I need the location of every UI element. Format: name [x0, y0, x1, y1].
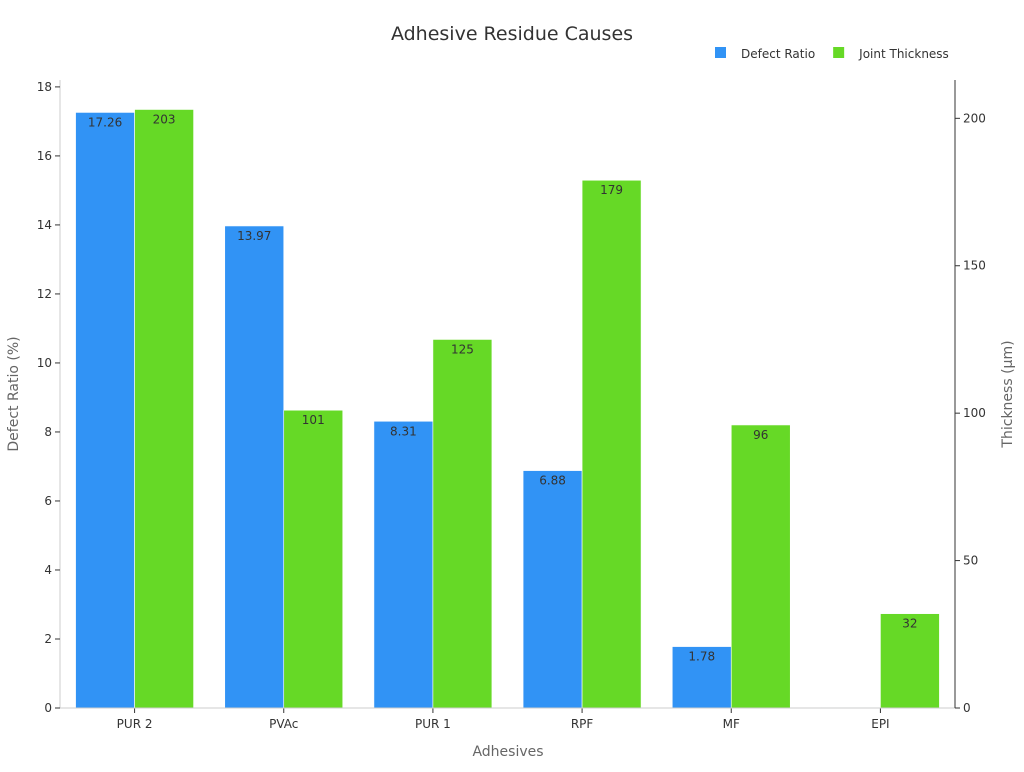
y-tick-label: 0	[44, 701, 52, 715]
x-tick-label: PUR 2	[117, 717, 153, 731]
bar-defect-ratio	[224, 225, 285, 709]
y-axis-right-label: Thickness (μm)	[1000, 340, 1016, 448]
legend-swatch	[715, 47, 726, 58]
bar-defect-ratio	[522, 470, 583, 709]
x-tick-label: PUR 1	[415, 717, 451, 731]
data-label: 13.97	[237, 229, 271, 243]
chart-title: Adhesive Residue Causes	[391, 23, 633, 45]
x-tick-label: MF	[723, 717, 740, 731]
legend: Defect Ratio Joint Thickness	[715, 47, 949, 61]
y-right-tick-label: 100	[963, 406, 986, 420]
y-tick-label: 14	[37, 218, 52, 232]
legend-label: Joint Thickness	[858, 47, 949, 61]
bar-defect-ratio	[671, 646, 732, 709]
data-label: 203	[153, 112, 176, 126]
y-right-tick-label: 0	[963, 701, 971, 715]
bar-defect-ratio	[75, 112, 135, 709]
y-tick-label: 18	[37, 80, 52, 94]
x-tick-label: RPF	[571, 717, 594, 731]
data-label: 1.78	[688, 650, 715, 664]
x-tick-label: EPI	[871, 717, 889, 731]
data-label: 179	[600, 183, 623, 197]
x-tick-label: PVAc	[269, 717, 298, 731]
y-axis-label: Defect Ratio (%)	[6, 336, 22, 451]
y-tick-label: 2	[44, 632, 52, 646]
y-tick-label: 16	[37, 149, 52, 163]
bar-joint-thickness	[730, 424, 791, 709]
y-tick-label: 4	[44, 563, 52, 577]
y-tick-label: 8	[44, 425, 52, 439]
data-label: 6.88	[539, 474, 566, 488]
legend-label: Defect Ratio	[741, 47, 815, 61]
data-label: 125	[451, 342, 474, 356]
bar-joint-thickness	[134, 109, 194, 709]
data-label: 96	[753, 428, 768, 442]
y-tick-label: 6	[44, 494, 52, 508]
data-label: 17.26	[88, 115, 122, 129]
y-right-tick-label: 200	[963, 111, 986, 125]
data-label: 8.31	[390, 424, 417, 438]
y-right-tick-label: 50	[963, 554, 978, 568]
bar-joint-thickness	[432, 339, 493, 709]
bar-joint-thickness	[581, 179, 642, 709]
y-tick-label: 12	[37, 287, 52, 301]
y-tick-label: 10	[37, 356, 52, 370]
x-axis-label: Adhesives	[472, 744, 543, 760]
data-label: 101	[302, 413, 325, 427]
bar-defect-ratio	[373, 420, 434, 709]
bar-joint-thickness	[283, 409, 344, 709]
legend-swatch	[833, 47, 845, 58]
data-label: 32	[902, 617, 917, 631]
y-right-tick-label: 150	[963, 259, 986, 273]
